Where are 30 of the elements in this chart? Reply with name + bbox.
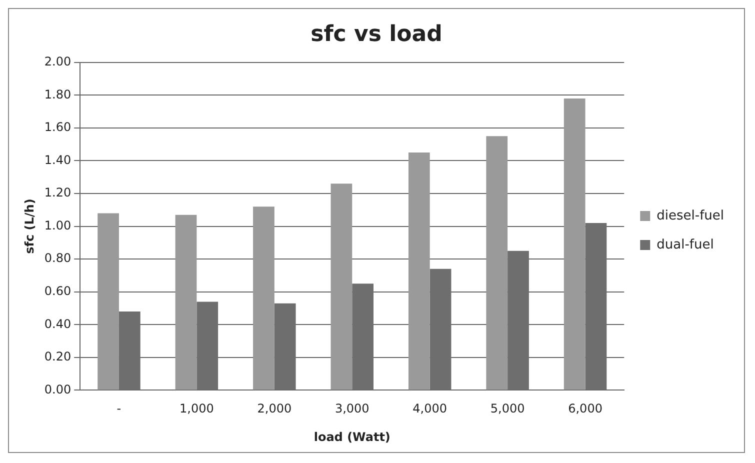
bar	[564, 98, 586, 390]
y-tick-label: 1.40	[44, 152, 72, 167]
y-tick-label: 0.80	[44, 251, 72, 266]
legend-label: diesel-fuel	[656, 208, 724, 224]
y-tick-label: 1.00	[44, 218, 72, 232]
y-tick-label: 1.20	[44, 186, 72, 200]
x-tick-label: -	[116, 402, 122, 416]
x-tick-label: 5,000	[490, 402, 525, 416]
x-axis-title: load (Watt)	[314, 430, 390, 444]
y-tick-label: 1.60	[44, 120, 72, 134]
y-tick-label: 2.00	[44, 54, 72, 69]
bar	[175, 214, 197, 390]
bar	[330, 184, 352, 390]
y-axis-title: sfc (L/h)	[22, 198, 36, 254]
bar	[253, 206, 274, 390]
bar	[408, 152, 430, 390]
bar	[98, 213, 119, 390]
x-tick-label: 4,000	[412, 402, 448, 416]
y-tick-label: 0.00	[44, 382, 72, 396]
y-tick-label: 0.60	[44, 284, 72, 298]
chart-title: sfc vs load	[310, 22, 442, 47]
x-tick-label: 6,000	[568, 402, 602, 416]
x-tick-label: 2,000	[257, 402, 292, 416]
legend-label: dual-fuel	[656, 237, 714, 252]
y-tick-label: 0.40	[44, 316, 72, 331]
y-tick-label: 1.80	[44, 87, 72, 102]
x-tick-label: 3,000	[334, 402, 370, 416]
bar	[486, 136, 508, 390]
x-tick-label: 1,000	[180, 402, 214, 416]
y-tick-label: 0.20	[44, 350, 72, 364]
